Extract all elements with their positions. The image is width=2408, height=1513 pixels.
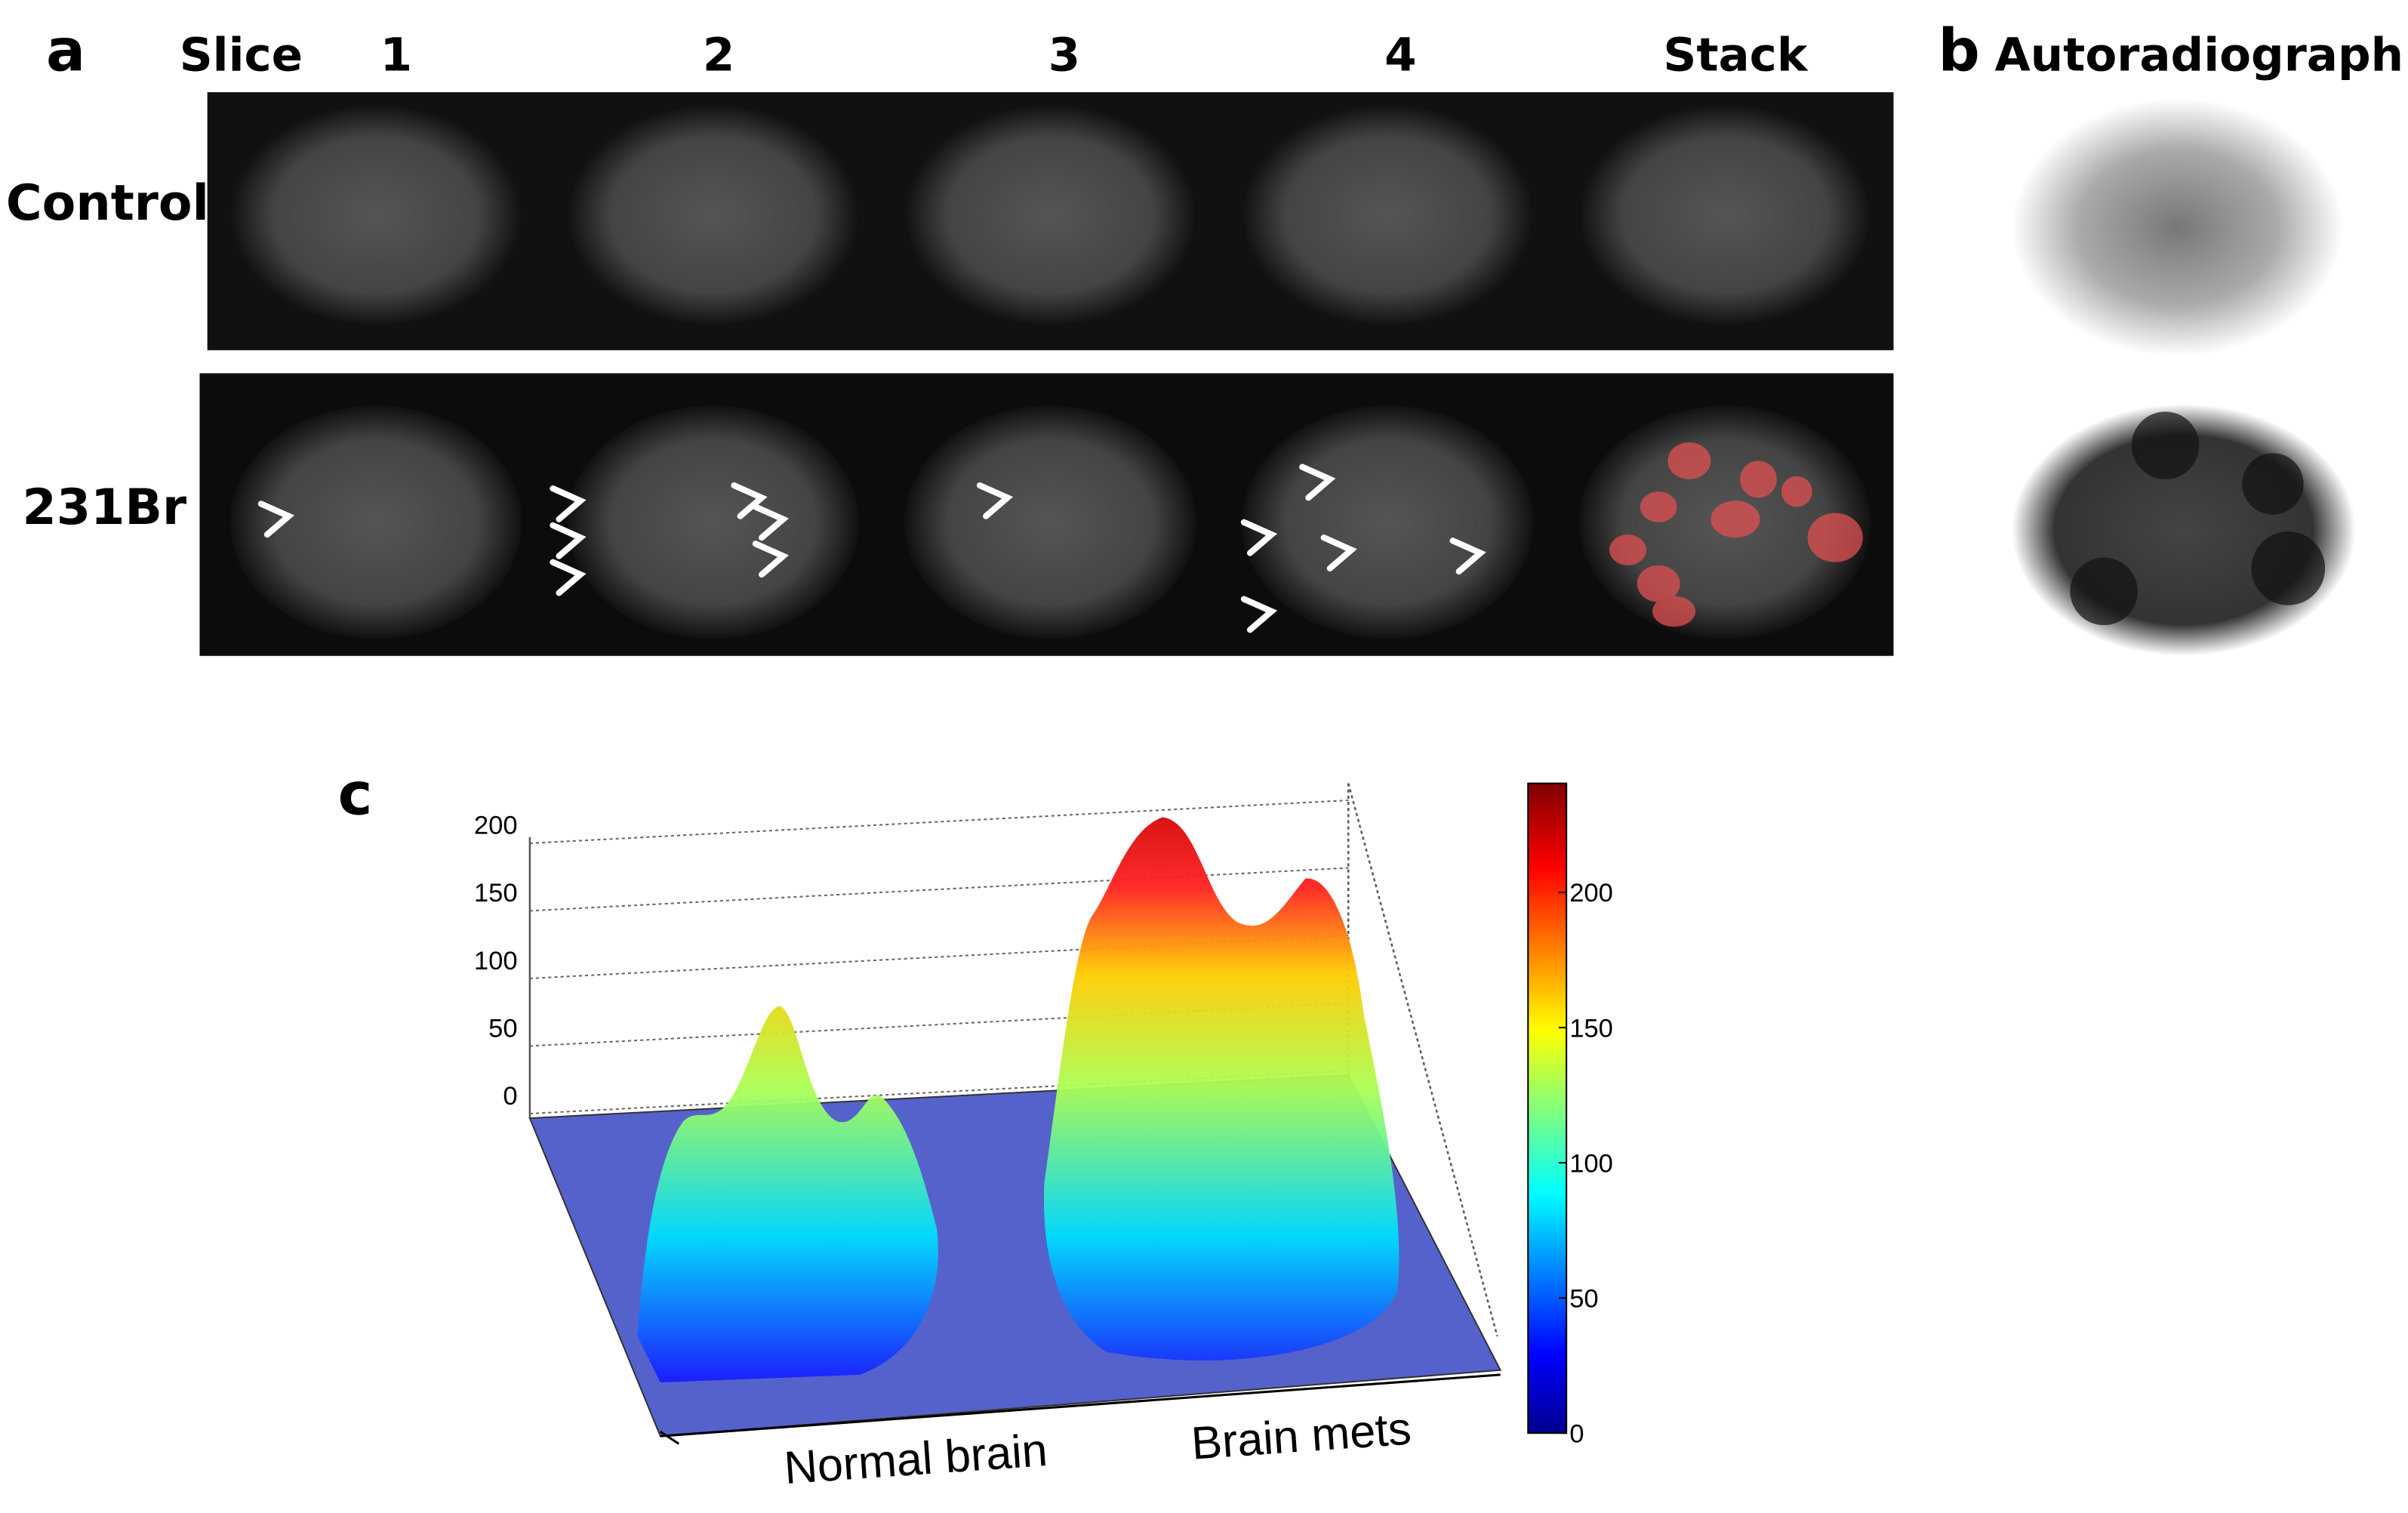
mri-slice	[1242, 405, 1534, 639]
panel-label: b	[1938, 17, 1979, 85]
row-label: Control	[6, 175, 209, 232]
colorbar-tick-label: 0	[1569, 1419, 1584, 1448]
z-tick-label: 100	[474, 947, 518, 975]
column-label: 1	[380, 29, 412, 82]
mri-slice	[229, 104, 522, 326]
mri-slice	[229, 405, 522, 639]
column-label: 3	[1048, 29, 1080, 82]
row-header: Slice	[180, 29, 303, 82]
panel-title: Autoradiograph	[1995, 29, 2404, 82]
column-label: Stack	[1663, 29, 1808, 82]
row-label: 231Br	[23, 479, 187, 536]
mri-slice	[904, 104, 1196, 326]
z-tick-label: 200	[474, 812, 518, 840]
grid-line	[529, 799, 1349, 844]
column-label: 4	[1384, 29, 1416, 82]
panel-label: c	[338, 760, 373, 828]
z-tick-label: 0	[503, 1082, 517, 1111]
colorbar-tick-label: 100	[1569, 1149, 1613, 1178]
arrows	[257, 464, 1486, 633]
mri-slice	[567, 104, 860, 326]
mri-slice	[1242, 104, 1534, 326]
surface-peak	[1043, 817, 1400, 1360]
colorbar	[1527, 782, 1568, 1434]
stack-overlay	[1609, 442, 1863, 627]
x-label: Normal brain	[783, 1424, 1049, 1493]
z-tick-label: 150	[474, 879, 518, 907]
grid-line	[529, 867, 1349, 912]
panel-label: a	[46, 17, 85, 85]
column-label: 2	[703, 29, 734, 82]
colorbar-tick-label: 150	[1569, 1014, 1613, 1043]
x-label: Brain mets	[1190, 1403, 1413, 1469]
colorbar-tick-label: 200	[1569, 879, 1613, 907]
colorbar-tick-label: 50	[1569, 1284, 1598, 1313]
mri-slice	[567, 405, 860, 639]
surface-peak	[637, 1006, 938, 1383]
autoradiograph	[2012, 98, 2344, 357]
mri-slice	[904, 405, 1196, 639]
mri-slice	[1578, 104, 1871, 326]
z-tick-label: 50	[488, 1014, 517, 1043]
